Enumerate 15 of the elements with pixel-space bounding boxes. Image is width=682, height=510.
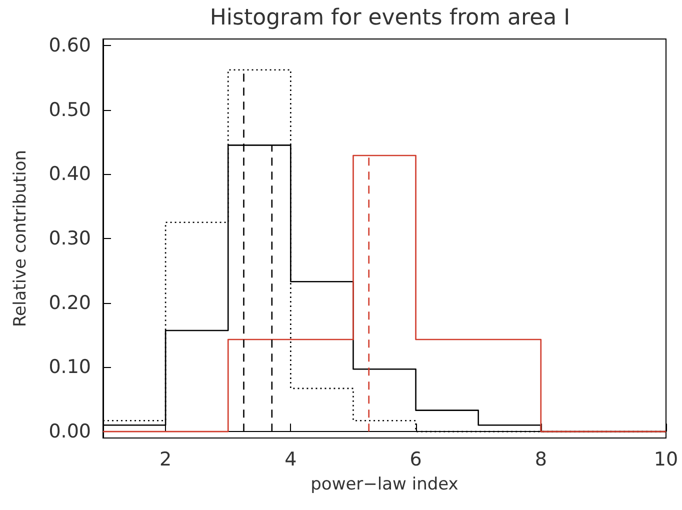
x-tick-label: 6 <box>410 448 422 470</box>
x-tick-label: 8 <box>534 448 547 470</box>
chart-title: Histogram for events from area I <box>210 6 570 30</box>
y-tick-label: 0.20 <box>48 292 91 314</box>
y-tick-label: 0.50 <box>48 98 91 121</box>
y-axis-title: Relative contribution <box>10 150 30 327</box>
y-tick-label: 0.00 <box>48 420 91 443</box>
x-tick-label: 10 <box>654 448 678 470</box>
y-tick-label: 0.60 <box>48 34 91 56</box>
y-tick-label: 0.40 <box>48 163 91 186</box>
x-axis-title: power−law index <box>310 474 458 494</box>
y-tick-label: 0.10 <box>48 356 91 378</box>
x-tick-label: 4 <box>284 448 297 470</box>
x-tick-label: 2 <box>160 448 172 470</box>
y-tick-label: 0.30 <box>48 228 91 250</box>
